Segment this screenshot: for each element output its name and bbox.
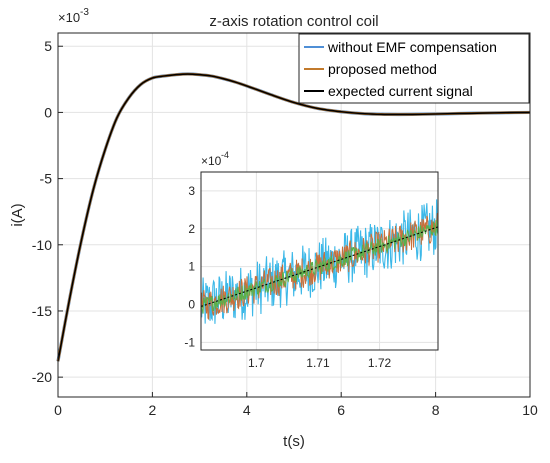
main-y-tick-label: -20 [32,369,52,385]
inset-plot-border [200,171,439,351]
inset-series-lines [200,199,439,324]
main-x-tick-label: 0 [54,402,62,418]
main-y-tick-label: -15 [32,303,52,319]
main-y-exponent: ×10 -3 [58,7,89,25]
inset-tick-labels: 1.7 1.71 1.72 -1 0 1 2 3 [184,184,391,370]
main-series-lines [56,72,531,362]
inset-y-tick-label: 3 [188,184,195,198]
series-line-expected-current-signal [57,73,531,362]
inset-y-tick-label: -1 [184,335,195,349]
main-x-tick-label: 10 [522,402,538,418]
main-x-tick-label: 6 [337,402,345,418]
inset-x-tick-label: 1.72 [368,356,392,370]
chart-title: z-axis rotation control coil [209,13,378,30]
inset-y-tick-label: 1 [188,260,195,274]
main-tick-labels: 0 2 4 6 8 10-20-15-10-505 [32,38,538,418]
inset-y-tick-label: 2 [188,222,195,236]
main-x-tick-label: 2 [149,402,157,418]
main-y-exponent-base: ×10 [58,10,80,25]
legend: without EMF compensation proposed method e… [298,33,530,104]
inset-noise-band-2 [200,220,439,314]
inset-trend-line [200,226,439,307]
main-plot-border [57,32,531,398]
y-axis-label: i(A) [9,203,26,226]
inset-y-exponent: ×10 -4 [201,150,229,168]
inset-x-tick-label: 1.71 [306,356,330,370]
inset-y-tick-label: 0 [188,298,195,312]
main-y-tick-label: 0 [44,104,52,120]
main-y-tick-label: -5 [40,171,53,187]
inset-grid [201,172,438,350]
legend-label: proposed method [328,61,437,77]
main-x-tick-label: 8 [432,402,440,418]
main-y-exponent-power: -3 [80,7,89,18]
main-y-tick-label: 5 [44,38,52,54]
inset-chart: 1.7 1.71 1.72 -1 0 1 2 3 ×10 -4 [184,150,439,370]
legend-label: without EMF compensation [327,39,497,55]
main-y-tick-label: -10 [32,237,52,253]
main-ticks [57,45,531,397]
inset-y-exponent-power: -4 [221,150,229,160]
legend-box [298,33,530,104]
main-x-tick-label: 4 [243,402,251,418]
x-axis-label: t(s) [283,433,305,450]
inset-x-tick-label: 1.7 [248,356,265,370]
inset-y-exponent-base: ×10 [201,154,222,168]
legend-label: expected current signal [328,83,473,99]
